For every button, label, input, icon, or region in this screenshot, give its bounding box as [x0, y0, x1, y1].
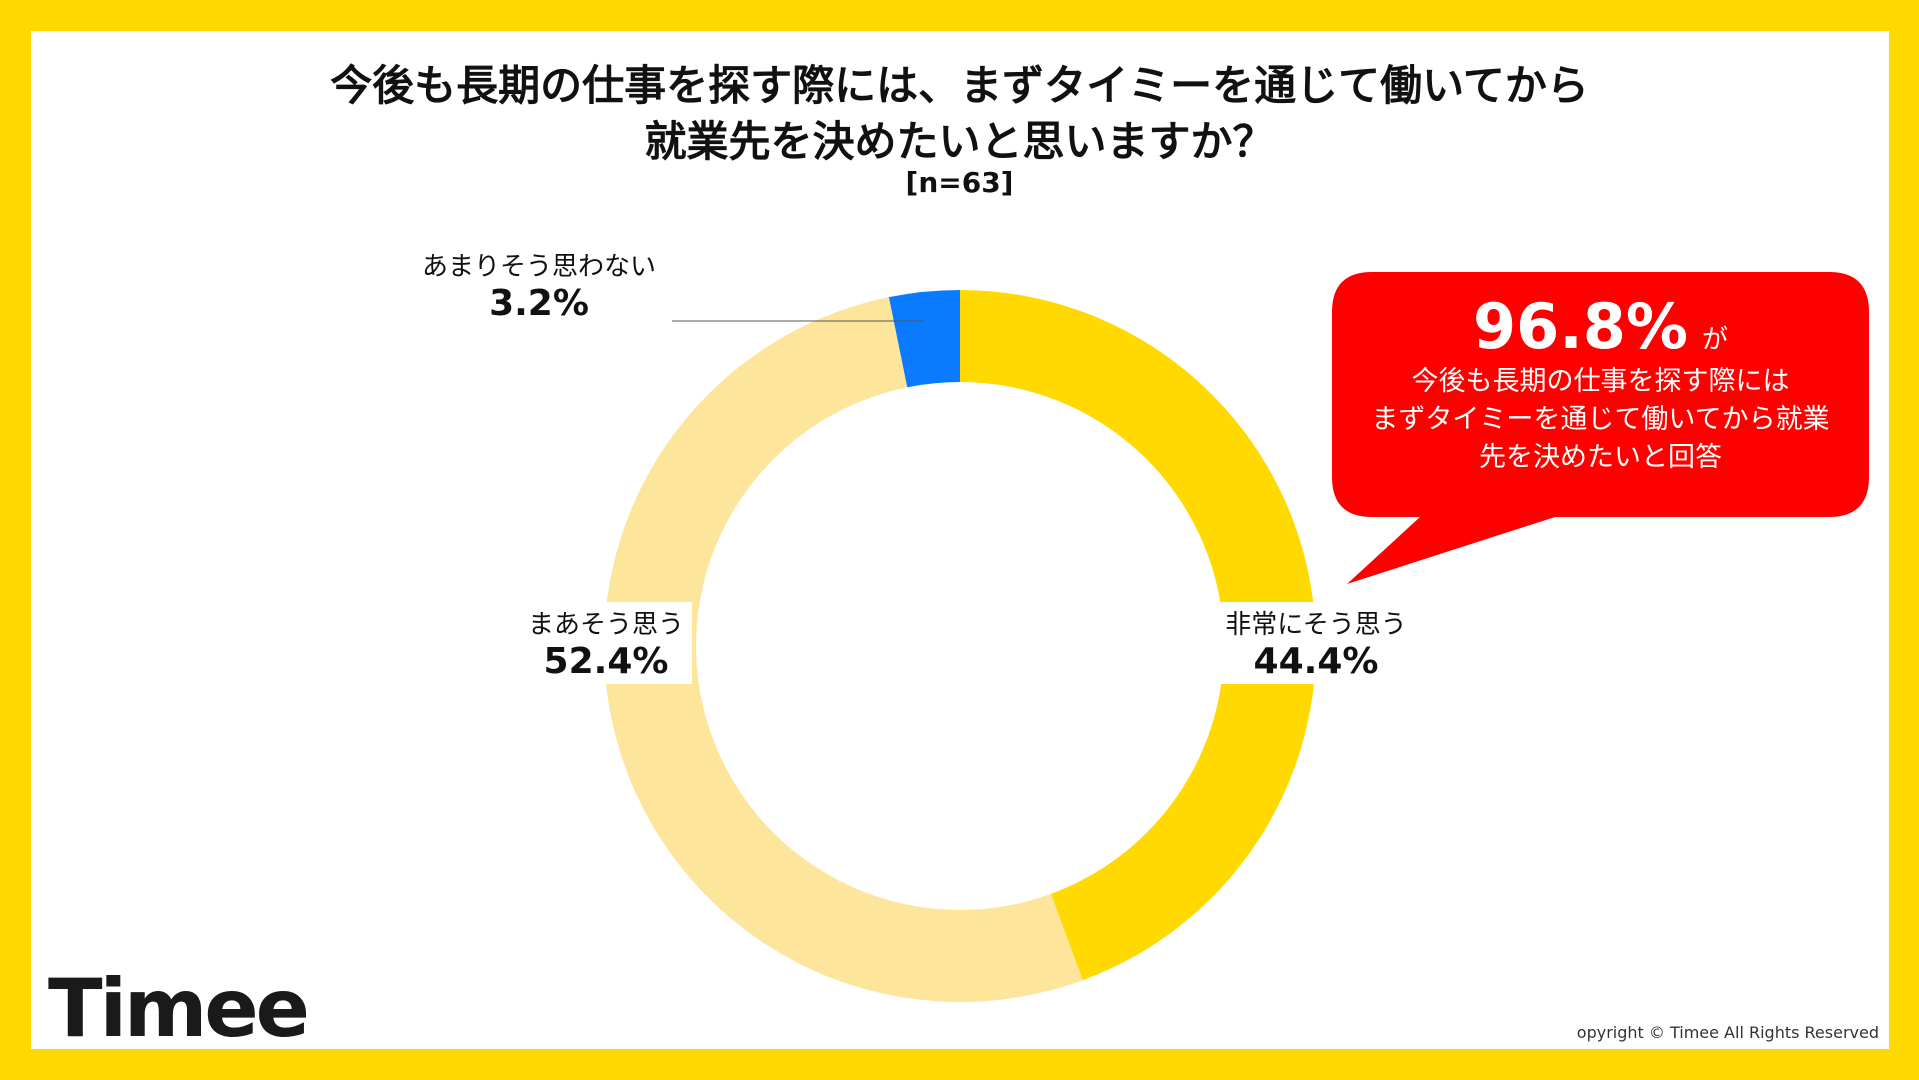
slice-label-3: あまりそう思わない 3.2%	[413, 244, 665, 326]
slice-category: あまりそう思わない	[421, 252, 657, 282]
slice-value: 44.4%	[1253, 641, 1379, 682]
chart-title-line-1: 今後も長期の仕事を探す際には、まずタイミーを通じて働いてから	[330, 61, 1589, 110]
slice-value: 52.4%	[543, 641, 669, 682]
chart-title-line-2: 就業先を決めたいと思いますか？	[644, 117, 1275, 166]
callout-text: 96.8% が 今後も長期の仕事を探す際には まずタイミーを通じて働いてから就業 …	[1332, 290, 1869, 477]
slide-panel	[31, 31, 1889, 1049]
callout-value: 96.8%	[1472, 290, 1689, 363]
donut-slice-3	[888, 290, 960, 388]
donut-slice-1	[960, 290, 1317, 981]
slice-category: まあそう思う	[527, 610, 685, 640]
callout-suffix: が	[1702, 325, 1729, 355]
slice-value: 3.2%	[489, 283, 589, 324]
sample-size: [n=63]	[905, 166, 1014, 199]
callout-line: 今後も長期の仕事を探す際には	[1411, 366, 1790, 397]
slice-label-1: 非常にそう思う 44.4%	[1217, 602, 1415, 684]
donut-slice-2	[604, 297, 1083, 1002]
callout-bubble	[1332, 272, 1869, 584]
copyright: opyright © Timee All Rights Reserved	[1576, 1023, 1879, 1042]
callout-line: 先を決めたいと回答	[1479, 442, 1722, 473]
callout-line: まずタイミーを通じて働いてから就業	[1371, 404, 1830, 435]
timee-logo: Timee	[48, 962, 310, 1055]
slice-category: 非常にそう思う	[1225, 610, 1407, 640]
slice-label-2: まあそう思う 52.4%	[519, 602, 693, 684]
